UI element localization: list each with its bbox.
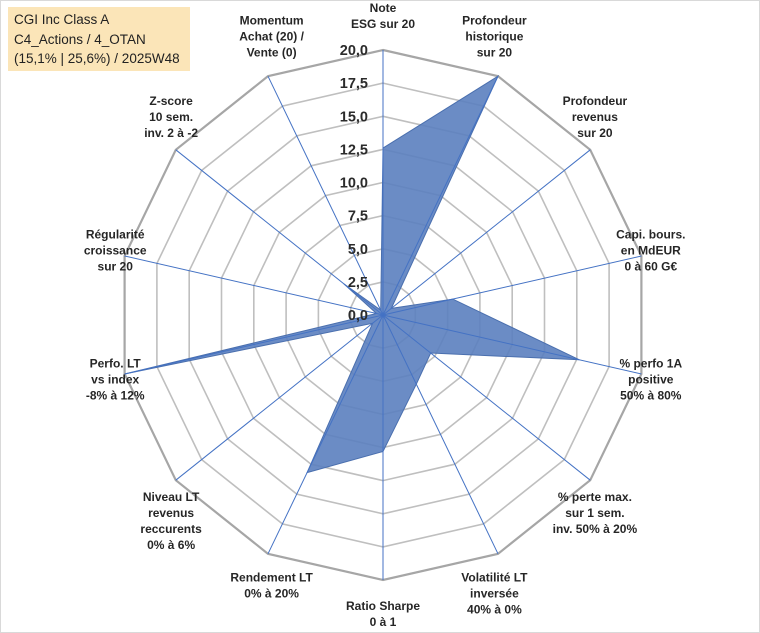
axis-spoke [175,314,384,481]
axis-spoke [382,255,642,316]
axis-spoke [382,314,591,481]
axis-label: Profondeur historique sur 20 [462,14,527,60]
axis-label: Profondeur revenus sur 20 [563,94,628,140]
axis-label: Momentum Achat (20) / Vente (0) [239,14,304,60]
info-line-3: (15,1% | 25,6%) / 2025W48 [14,51,180,66]
axis-label: % perte max. sur 1 sem. inv. 50% à 20% [553,490,638,536]
axis-label: % perfo 1A positive 50% à 80% [619,356,682,402]
tick-label: 2,5 [348,275,368,291]
tick-label: 20,0 [340,43,368,59]
tick-label: 5,0 [348,242,368,258]
axis-spoke [267,75,384,316]
axis-label: Capi. bours. en MdEUR 0 à 60 G€ [616,228,685,274]
axis-label: Note ESG sur 20 [351,1,415,31]
tick-label: 7,5 [348,209,368,225]
info-box: CGI Inc Class A C4_Actions / 4_OTAN (15,… [8,7,190,71]
tick-label: 10,0 [340,176,368,192]
axis-spoke [382,149,591,316]
axis-label: Régularité croissance sur 20 [84,228,147,274]
axis-label: Perfo. LT vs index -8% à 12% [86,356,145,402]
tick-label: 15,0 [340,109,368,125]
axis-spoke [267,314,384,555]
axis-label: Ratio Sharpe 0 à 1 [346,599,420,629]
axis-spoke [382,75,499,316]
axis-label: Niveau LT revenus reccurents 0% à 6% [140,490,202,552]
axis-spoke [124,255,384,316]
axis-spoke [175,149,384,316]
axis-spoke [382,314,499,555]
axis-label: Volatilité LT inversée 40% à 0% [461,570,528,616]
axis-label: Z-score 10 sem. inv. 2 à -2 [144,94,198,140]
tick-label: 12,5 [340,142,368,158]
axis-spoke [124,314,384,375]
info-line-1: CGI Inc Class A [14,12,110,27]
axis-spoke [382,314,642,375]
axis-label: Rendement LT 0% à 20% [230,570,313,600]
tick-label: 17,5 [340,76,368,92]
info-line-2: C4_Actions / 4_OTAN [14,31,146,47]
tick-label: 0,0 [348,308,368,324]
